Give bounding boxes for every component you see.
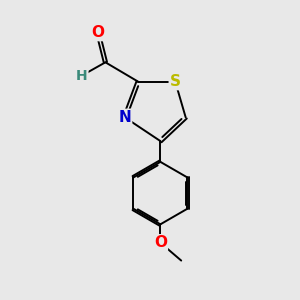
Text: S: S (170, 74, 181, 89)
Text: O: O (154, 235, 167, 250)
Text: N: N (118, 110, 131, 125)
Text: O: O (92, 25, 104, 40)
Text: H: H (76, 69, 88, 83)
